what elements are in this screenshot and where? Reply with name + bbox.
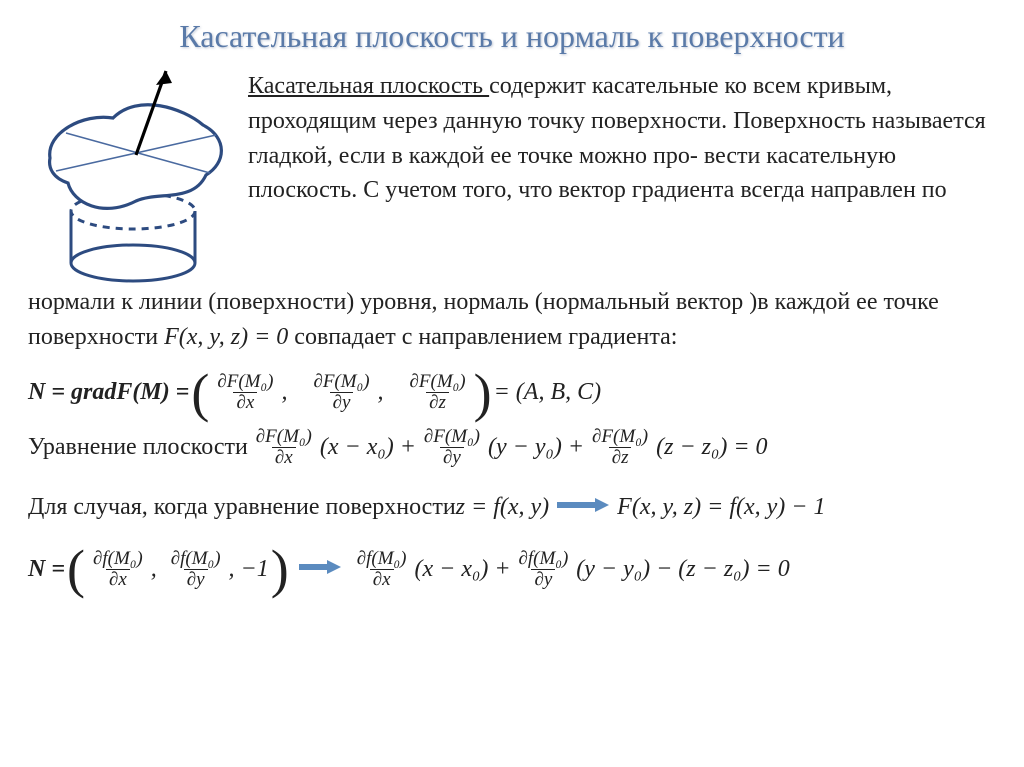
frac-den: ∂x	[370, 569, 394, 590]
arrow-icon	[297, 556, 343, 583]
paren-close-icon: )	[474, 369, 492, 418]
page-title: Касательная плоскость и нормаль к поверх…	[28, 18, 996, 55]
paren-open-icon: (	[191, 369, 209, 418]
frac-den: ∂y	[330, 392, 354, 413]
paren-open-icon: (	[67, 545, 85, 594]
frac-den: ∂y	[184, 569, 208, 590]
paren-close-icon: )	[271, 545, 289, 594]
frac-num: ∂F(M₀)	[421, 427, 483, 447]
bottom-fy: ∂f(M₀) ∂y	[168, 549, 224, 590]
partial-fz: ∂F(M₀) ∂z	[407, 372, 469, 413]
bottom-lhs: N =	[28, 556, 65, 583]
grad-lhs: N = gradF(M) =	[28, 379, 189, 406]
bottom-ry: ∂f(M₀) ∂y	[516, 549, 572, 590]
comma: ,	[151, 556, 163, 583]
frac-num: ∂f(M₀)	[168, 549, 224, 569]
frac-num: ∂F(M₀)	[310, 372, 372, 392]
comma: ,	[281, 379, 305, 406]
bottom-r1t: (x − x₀) +	[414, 556, 510, 583]
frac-num: ∂f(M₀)	[354, 549, 410, 569]
plane-t1: (x − x₀) +	[320, 434, 416, 461]
frac-den: ∂y	[531, 569, 555, 590]
frac-num: ∂F(M₀)	[214, 372, 276, 392]
partial-fy: ∂F(M₀) ∂y	[310, 372, 372, 413]
bottom-rx: ∂f(M₀) ∂x	[354, 549, 410, 590]
frac-num: ∂F(M₀)	[407, 372, 469, 392]
grad-rhs: = (A, B, C)	[494, 379, 602, 406]
bottom-third: , −1	[229, 556, 269, 583]
comma: ,	[378, 379, 402, 406]
term-underlined: Касательная плоскость	[248, 73, 489, 99]
bottom-equation: N = ( ∂f(M₀) ∂x , ∂f(M₀) ∂y , −1 ) ∂f(M₀…	[28, 545, 996, 594]
bottom-fx: ∂f(M₀) ∂x	[90, 549, 146, 590]
para2-b: совпадает с направлением градиента:	[288, 324, 677, 350]
case-eq1: z = f(x, y)	[456, 494, 550, 521]
case-eq2: F(x, y, z) = f(x, y) − 1	[617, 494, 825, 521]
plane-t2: (y − y₀) +	[488, 434, 584, 461]
intro-paragraph: Касательная плоскость содержит касательн…	[248, 63, 996, 208]
plane-fy: ∂F(M₀) ∂y	[421, 427, 483, 468]
arrow-icon	[555, 494, 611, 521]
bottom-r2t: (y − y₀) − (z − z₀) = 0	[576, 556, 789, 583]
frac-den: ∂z	[426, 392, 449, 413]
plane-t3: (z − z₀) = 0	[656, 434, 767, 461]
inline-eq-1: F(x, y, z) = 0	[164, 324, 288, 350]
frac-num: ∂F(M₀)	[253, 427, 315, 447]
frac-num: ∂F(M₀)	[589, 427, 651, 447]
frac-den: ∂y	[440, 447, 464, 468]
frac-den: ∂x	[106, 569, 130, 590]
plane-equation-row: Уравнение плоскости ∂F(M₀) ∂x (x − x₀) +…	[28, 427, 996, 468]
frac-den: ∂x	[233, 392, 257, 413]
case-label: Для случая, когда уравнение поверхности	[28, 494, 456, 521]
case-row: Для случая, когда уравнение поверхности …	[28, 494, 996, 521]
frac-den: ∂z	[609, 447, 632, 468]
plane-label: Уравнение плоскости	[28, 434, 248, 461]
top-row: Касательная плоскость содержит касательн…	[28, 63, 996, 293]
frac-den: ∂x	[272, 447, 296, 468]
surface-diagram	[28, 63, 238, 293]
frac-num: ∂f(M₀)	[90, 549, 146, 569]
partial-fx: ∂F(M₀) ∂x	[214, 372, 276, 413]
continuation-paragraph: нормали к линии (поверхности) уровня, но…	[28, 285, 996, 355]
frac-num: ∂f(M₀)	[516, 549, 572, 569]
gradient-equation: N = gradF(M) = ( ∂F(M₀) ∂x , ∂F(M₀) ∂y ,…	[28, 369, 996, 418]
plane-fx: ∂F(M₀) ∂x	[253, 427, 315, 468]
plane-fz: ∂F(M₀) ∂z	[589, 427, 651, 468]
